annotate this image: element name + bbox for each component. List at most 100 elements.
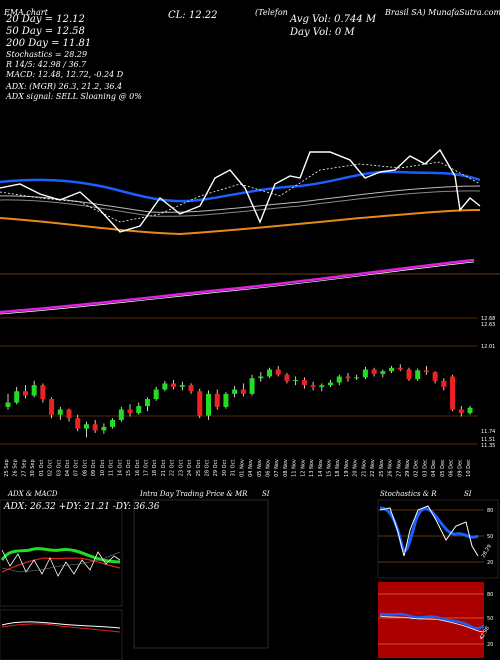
candle-body: [110, 419, 116, 427]
adx-plus-line: [0, 547, 121, 564]
adx-title: ADX & MACD: [8, 490, 58, 498]
macd-panel: [0, 609, 123, 660]
date-tick: 05 Dec: [440, 459, 446, 477]
date-tick: 27 Nov: [396, 459, 402, 477]
adx-value: ADX: (MGR) 26.3, 21.2, 36.4: [6, 82, 123, 91]
candle-body: [450, 376, 456, 410]
price-label-5: 11.51: [481, 437, 495, 443]
date-tick: 08 Nov: [283, 459, 289, 477]
date-tick: 21 Nov: [361, 459, 367, 477]
candle-body: [354, 377, 360, 379]
candle-body: [162, 383, 168, 390]
date-tick: 30 Sep: [30, 459, 36, 476]
ema-grey-line-2: [0, 190, 481, 217]
date-tick: 15 Oct: [126, 460, 132, 477]
stochastics-title: Stochastics & R: [380, 490, 437, 498]
candle-body: [275, 369, 281, 375]
candle-body: [31, 385, 37, 396]
ema-grey-line-1: [0, 185, 481, 213]
date-tick: 28 Oct: [204, 460, 210, 477]
date-tick: 25 Sep: [4, 459, 10, 476]
rsi-signal-line: [379, 615, 485, 633]
candle-body: [49, 399, 55, 415]
date-tick: 22 Nov: [370, 459, 376, 477]
price-label-4: 11.74: [481, 429, 495, 435]
macd-value: MACD: 12.48, 12.72, -0.24 D: [6, 70, 124, 79]
date-tick: 26 Nov: [388, 459, 394, 477]
candle-body: [197, 391, 203, 416]
ema50-value: 50 Day = 12.58: [6, 26, 85, 37]
adx-panel: [0, 499, 123, 607]
rsi-panel: [378, 582, 484, 658]
intraday-si: SI: [262, 490, 270, 498]
candle-body: [188, 385, 194, 392]
ema-magenta-line: [0, 258, 475, 314]
date-tick: 29 Nov: [405, 459, 411, 477]
candle-body: [249, 378, 255, 394]
candle-body: [66, 409, 72, 419]
date-tick: 21 Oct: [161, 460, 167, 477]
candle-body: [467, 407, 473, 413]
rsi-axis-20: 20: [487, 642, 493, 648]
candle-body: [441, 380, 447, 387]
candle-body: [319, 385, 325, 387]
candle-body: [83, 424, 89, 429]
candle-body: [432, 372, 438, 381]
stoch-axis-80: 80: [487, 508, 493, 514]
candle-body: [153, 389, 159, 400]
date-tick: 12 Nov: [300, 459, 306, 477]
candle-body: [136, 406, 142, 413]
ema20-value: 20 Day = 12.12: [6, 14, 85, 25]
ema-blue-line: [0, 170, 481, 203]
stoch-d-line: [379, 505, 479, 557]
date-tick: 10 Dec: [466, 459, 472, 477]
date-tick: 29 Oct: [213, 460, 219, 477]
candle-body: [223, 393, 229, 407]
candle-body: [144, 399, 150, 407]
date-tick: 15 Nov: [327, 459, 333, 477]
date-tick: 13 Nov: [309, 459, 315, 477]
candle-body: [458, 409, 464, 413]
date-tick: 05 Nov: [257, 459, 263, 477]
price-label-2: 12.63: [481, 322, 495, 328]
rsi-axis-80: 80: [487, 592, 493, 598]
adx-line: [1, 549, 121, 577]
date-tick: 06 Nov: [266, 459, 272, 477]
candle-body: [284, 374, 290, 381]
date-tick: 08 Oct: [82, 460, 88, 477]
date-tick: 14 Nov: [318, 459, 324, 477]
date-tick: 24 Oct: [187, 460, 193, 477]
date-tick: 18 Nov: [335, 459, 341, 477]
candle-body: [127, 409, 133, 413]
date-tick: 11 Nov: [292, 459, 298, 477]
adx-avg-line: [1, 551, 121, 573]
date-tick: 26 Sep: [13, 459, 19, 476]
date-tick: 01 Nov: [239, 459, 245, 477]
price-label-6: 11.35: [481, 443, 495, 449]
stoch-axis-50: 50: [487, 534, 493, 540]
candle-body: [101, 426, 107, 431]
candle-body: [14, 391, 20, 403]
candle-body: [118, 409, 124, 420]
candle-body: [232, 389, 238, 394]
candle-body: [328, 382, 334, 386]
date-tick: 16 Oct: [135, 460, 141, 477]
close-price: CL: 12.22: [168, 10, 218, 21]
candle-body: [205, 393, 211, 416]
candle-body: [423, 370, 429, 373]
date-tick: 22 Oct: [170, 460, 176, 477]
stochastics-detail: R 14/5: 42.98 / 36.7: [6, 60, 87, 69]
stochastics-value: Stochastics = 28.29: [6, 50, 88, 59]
candle-body: [5, 402, 11, 407]
date-tick: 25 Nov: [379, 459, 385, 477]
ticker-info: (Telefon: [255, 8, 288, 17]
price-line: [0, 148, 481, 233]
candle-body: [406, 369, 412, 380]
date-tick: 30 Oct: [222, 460, 228, 477]
candle-body: [336, 376, 342, 383]
date-tick: 04 Dec: [431, 459, 437, 477]
rsi-axis-50: 50: [487, 616, 493, 622]
stochastics-si: SI: [464, 490, 472, 498]
price-label-1: 12.68: [481, 316, 495, 322]
candle-body: [22, 391, 28, 396]
